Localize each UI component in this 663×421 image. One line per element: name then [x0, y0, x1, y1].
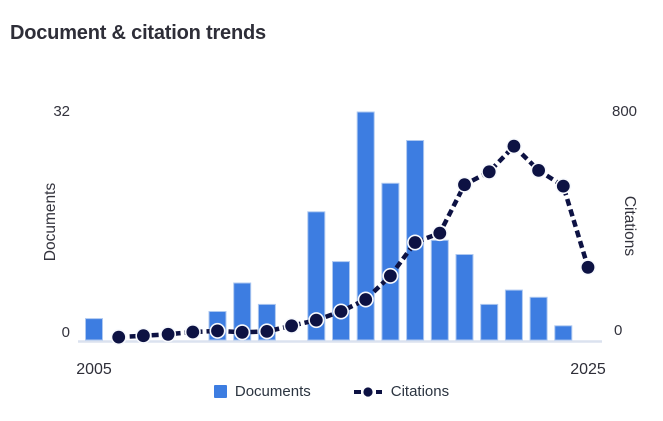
documents-bar: [332, 261, 350, 341]
citations-dot: [431, 225, 448, 242]
citations-dot: [234, 324, 251, 341]
citations-dot: [530, 162, 547, 179]
citations-dot: [332, 303, 349, 320]
legend-label-citations: Citations: [390, 383, 450, 400]
citations-dot: [357, 291, 374, 308]
documents-bar: [554, 325, 573, 341]
left-axis-min-label: 0: [61, 324, 70, 341]
documents-bar: [504, 289, 523, 341]
legend-item-citations: Citations: [353, 383, 449, 400]
right-axis-min-label: 0: [614, 322, 623, 339]
documents-bar: [307, 211, 326, 341]
legend-label-documents: Documents: [234, 383, 311, 400]
citations-dot: [258, 323, 275, 340]
citations-dot: [481, 163, 498, 180]
documents-bar: [85, 318, 103, 341]
legend-item-documents: Documents: [213, 383, 311, 400]
documents-bar: [430, 239, 449, 341]
documents-square-icon: [213, 385, 227, 398]
x-axis-first-label: 2005: [76, 361, 112, 378]
documents-bar: [480, 303, 499, 341]
documents-bar: [381, 182, 400, 341]
citations-dot: [579, 259, 596, 276]
left-axis-title: Documents: [42, 182, 59, 262]
citations-dot: [382, 267, 399, 284]
right-axis-title: Citations: [621, 195, 638, 257]
documents-bar: [356, 111, 375, 341]
right-axis-max-label: 800: [612, 103, 638, 120]
citations-dot: [209, 322, 226, 339]
citations-dot: [135, 327, 152, 344]
chart-legend: Documents Citations: [0, 383, 663, 400]
citations-dot: [456, 176, 473, 193]
citations-dot: [283, 317, 300, 334]
chart-title: Document & citation trends: [10, 22, 266, 44]
citations-dot: [184, 323, 201, 340]
citations-dot: [160, 326, 177, 343]
documents-bar: [455, 254, 474, 341]
documents-bar: [529, 296, 548, 341]
left-axis-max-label: 32: [53, 103, 70, 120]
citations-dot: [555, 178, 572, 195]
citations-dot: [407, 234, 424, 251]
citations-dot: [308, 312, 325, 329]
x-axis-last-label: 2025: [570, 361, 606, 378]
citations-dot: [505, 138, 522, 155]
citations-dot: [110, 329, 127, 346]
citations-line-dot-icon: [353, 385, 382, 398]
